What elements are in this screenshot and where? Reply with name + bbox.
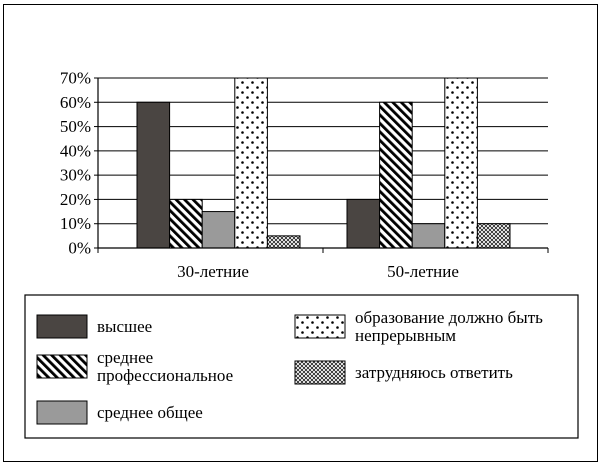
bar-30-летние-высшее bbox=[136, 101, 171, 249]
legend-swatch-затрудняюсь-ответить bbox=[294, 360, 346, 385]
x-axis-labels: 30-летние 50-летние bbox=[177, 262, 459, 281]
legend-swatch-образование-должно-быть-непрерывным bbox=[294, 314, 346, 339]
bar-50-летние-среднее-общее bbox=[411, 223, 446, 249]
legend-box bbox=[24, 294, 579, 439]
axes bbox=[97, 78, 549, 253]
y-tick-label: 40% bbox=[60, 141, 91, 160]
legend-label: среднее профессиональное bbox=[97, 348, 233, 385]
x-category-label: 50-летние bbox=[387, 262, 459, 281]
bar-30-летние-затрудняюсь-ответить bbox=[266, 235, 301, 249]
y-tick-label: 0% bbox=[68, 239, 91, 258]
legend-swatch-среднее-профессиональное bbox=[36, 354, 88, 379]
legend-label: затрудняюсь ответить bbox=[355, 363, 513, 382]
legend-swatch-среднее-общее bbox=[36, 400, 88, 425]
bars bbox=[136, 77, 511, 249]
x-category-label: 30-летние bbox=[177, 262, 249, 281]
bar-30-летние-среднее-профессиональное bbox=[169, 198, 203, 249]
legend-swatch-высшее bbox=[36, 314, 88, 339]
y-tick-label: 30% bbox=[60, 166, 91, 185]
bar-50-летние-затрудняюсь-ответить bbox=[476, 223, 511, 249]
legend-label: среднее общее bbox=[97, 403, 203, 422]
legend-label: образование должно быть непрерывным bbox=[355, 308, 543, 345]
y-tick-label: 60% bbox=[60, 93, 91, 112]
bar-50-летние-среднее-профессиональное bbox=[379, 101, 413, 249]
bar-50-летние-образование-должно-быть-непрерывным bbox=[444, 77, 478, 249]
legend: высшее среднее профессиональное среднее общ… bbox=[24, 294, 579, 439]
bar-30-летние-образование-должно-быть-непрерывным bbox=[234, 77, 268, 249]
bar-50-летние-высшее bbox=[346, 198, 381, 249]
legend-label: высшее bbox=[97, 317, 152, 336]
y-tick-label: 10% bbox=[60, 214, 91, 233]
bar-30-летние-среднее-общее bbox=[201, 211, 236, 249]
y-tick-label: 70% bbox=[60, 69, 91, 88]
y-tick-label: 20% bbox=[60, 190, 91, 209]
y-axis-ticks: 0% 10% 20% 30% 40% 50% 60% 70% bbox=[60, 69, 98, 258]
y-tick-label: 50% bbox=[60, 117, 91, 136]
figure-frame bbox=[3, 4, 598, 462]
